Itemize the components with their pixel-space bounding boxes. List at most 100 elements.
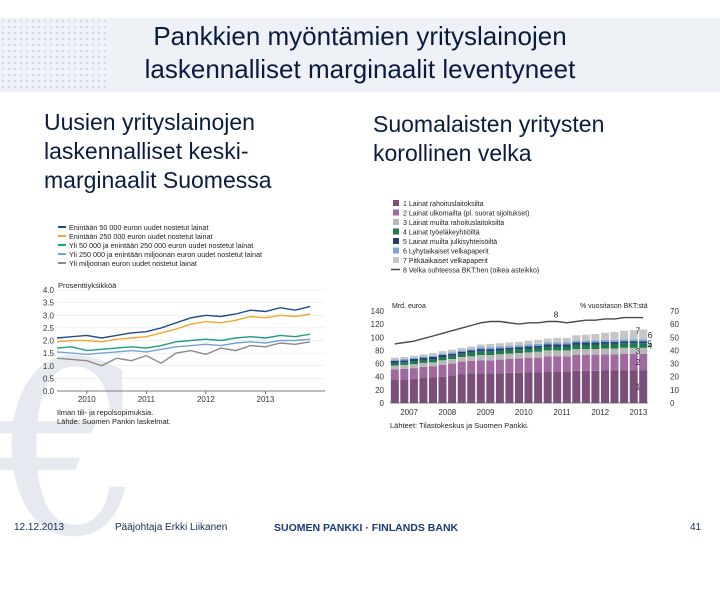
- stacked-bar-segment-4: [591, 344, 600, 350]
- stacked-bar-segment-3: [429, 362, 437, 367]
- segment-label-6: 6: [648, 331, 653, 340]
- stack-legend-swatch-2: [393, 209, 399, 216]
- stacked-bar-segment-3: [553, 350, 562, 357]
- stacked-bar-segment-2: [457, 361, 466, 375]
- stacked-bar-segment-6: [448, 352, 457, 354]
- left-note-2: Lähde: Suomen Pankin laskelmat.: [57, 417, 171, 426]
- stacked-bar-segment-4: [438, 357, 447, 361]
- left-y-tick-label: 2.5: [43, 324, 55, 333]
- stacked-bar-segment-6: [438, 353, 447, 355]
- stacked-bar-segment-2: [572, 355, 581, 371]
- stacked-bar-segment-5: [515, 347, 523, 350]
- stacked-bar-segment-5: [486, 349, 495, 352]
- stacked-bar-segment-1: [515, 372, 523, 403]
- left-y-tick-label: 0.0: [43, 387, 55, 396]
- stacked-bar-segment-6: [486, 347, 495, 350]
- title-pattern: [0, 18, 110, 92]
- right-y-axis-label-right: % vuositason BKT:stä: [580, 303, 648, 310]
- stack-legend-entry-7: 7 Pitkäaikaiset velkapaperit: [403, 258, 488, 265]
- stack-legend-entry-6: 6 Lyhytaikaiset velkapaperit: [403, 249, 489, 256]
- stacked-bar-segment-1: [419, 378, 428, 403]
- segment-label-3: 3: [636, 347, 641, 356]
- left-heading-line1: Uusien yrityslainojen: [44, 109, 255, 135]
- segment-label-1: 1: [636, 383, 641, 392]
- left-y-tick-label: 3.0: [43, 311, 55, 320]
- stacked-bar-segment-4: [400, 362, 409, 365]
- segment-label-4: 4: [648, 342, 653, 351]
- stacked-bar-segment-4: [429, 359, 437, 363]
- stacked-bar-segment-3: [467, 356, 476, 361]
- stacked-bar-segment-3: [495, 354, 504, 360]
- right-x-tick-label: 2008: [438, 408, 456, 417]
- stacked-bar-segment-6: [591, 340, 600, 343]
- stacked-bar-segment-4: [505, 349, 514, 354]
- right-y-tick-label-left: 0: [380, 399, 385, 408]
- legend-entry-3: Yli 50 000 ja enintään 250 000 euron uud…: [69, 241, 253, 250]
- stacked-bar-segment-1: [639, 370, 648, 403]
- left-y-tick-label: 3.5: [43, 299, 55, 308]
- stacked-bar-segment-6: [610, 339, 619, 342]
- stack-legend-swatch-6: [393, 247, 399, 254]
- stacked-bar-segment-7: [581, 334, 590, 341]
- footer-page-number: 41: [690, 522, 702, 533]
- stacked-bar-segment-5: [419, 357, 428, 360]
- charts-canvas: Enintään 50 000 euron uudet nostetut lai…: [43, 200, 679, 430]
- stack-legend-swatch-4: [393, 228, 399, 235]
- left-x-tick-label: 2010: [78, 395, 96, 404]
- stacked-bar-segment-7: [409, 355, 418, 358]
- stacked-bar-segment-4: [390, 362, 399, 366]
- stacked-bar-segment-2: [448, 363, 457, 376]
- stacked-bar-segment-5: [581, 342, 590, 345]
- right-y-tick-label-left: 60: [375, 360, 384, 369]
- stacked-bar-segment-6: [601, 339, 609, 342]
- right-y-tick-label-right: 40: [670, 346, 679, 355]
- stacked-bar-segment-5: [562, 344, 571, 347]
- left-x-tick-label: 2011: [138, 395, 156, 404]
- stacked-bar-segment-6: [505, 345, 514, 348]
- line-series-4: [56, 338, 311, 356]
- stacked-bar-segment-3: [419, 362, 428, 367]
- stacked-bar-segment-1: [409, 378, 418, 403]
- stacked-bar-segment-5: [448, 353, 457, 356]
- legend-entry-1: Enintään 50 000 euron uudet nostetut lai…: [69, 223, 208, 232]
- stacked-bar-segment-6: [476, 347, 485, 350]
- legend-entry-2: Enintään 250 000 euron uudet nostetut la…: [69, 232, 212, 241]
- stacked-bar-segment-4: [467, 352, 476, 357]
- stacked-bar-segment-1: [476, 373, 485, 403]
- segment-label-7: 7: [636, 326, 641, 335]
- slide-title-line2: laskennalliset marginaalit leventyneet: [144, 54, 576, 84]
- stacked-bar-segment-5: [572, 342, 581, 345]
- left-chart-heading: Uusien yrityslainojen laskennalliset kes…: [44, 108, 334, 195]
- stacked-bar-segment-2: [639, 353, 648, 371]
- stacked-bar-segment-7: [505, 342, 514, 346]
- stacked-bar-segment-4: [562, 346, 571, 351]
- stacked-bar-segment-2: [429, 366, 437, 378]
- stacked-bar-segment-5: [610, 341, 619, 344]
- stacked-bar-segment-7: [438, 351, 447, 354]
- left-y-tick-label: 4.0: [43, 286, 55, 295]
- stacked-bar-segment-4: [476, 351, 485, 355]
- stacked-bar-segment-2: [495, 359, 504, 374]
- stacked-bar-segment-2: [543, 356, 552, 372]
- stacked-bar-segment-6: [629, 339, 638, 342]
- stacked-bar-segment-3: [476, 355, 485, 361]
- stacked-bar-segment-6: [639, 339, 648, 342]
- right-x-tick-label: 2012: [591, 408, 609, 417]
- stacked-bar-segment-6: [467, 349, 476, 351]
- stacked-bar-segment-4: [448, 355, 457, 359]
- stacked-bar-segment-7: [534, 339, 543, 344]
- stacked-bar-segment-2: [524, 357, 533, 373]
- stacked-bar-segment-7: [553, 337, 562, 343]
- left-y-tick-label: 1.5: [43, 349, 55, 358]
- stacked-bar-segment-1: [400, 379, 409, 403]
- stacked-bar-segment-7: [448, 349, 457, 353]
- stacked-bar-segment-7: [486, 343, 495, 348]
- stacked-bar-segment-1: [553, 371, 562, 403]
- stacked-bar-segment-1: [505, 372, 514, 403]
- right-y-tick-label-right: 20: [670, 373, 679, 382]
- stacked-bar-segment-5: [467, 350, 476, 353]
- right-y-tick-label-left: 100: [371, 333, 385, 342]
- stacked-bar-segment-4: [409, 360, 418, 365]
- stacked-bar-segment-1: [457, 374, 466, 403]
- slide-title-line1: Pankkien myöntämien yrityslainojen: [153, 21, 567, 51]
